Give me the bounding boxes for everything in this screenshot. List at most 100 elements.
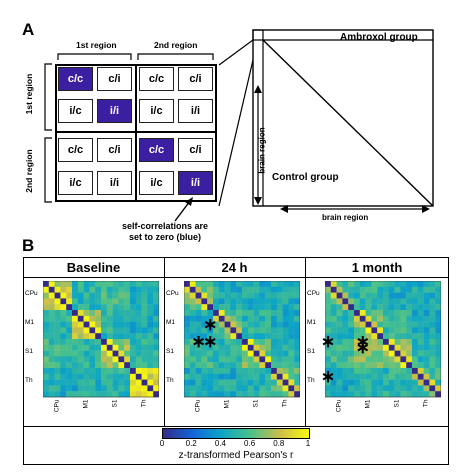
heatmap-cell: [130, 373, 136, 380]
heatmap-cell: [242, 333, 248, 340]
heatmap-cell: [218, 286, 225, 293]
heatmap-cell: [135, 310, 142, 316]
heatmap-cell: [236, 391, 243, 398]
heatmap-cell: [383, 286, 389, 293]
heatmap-cell: [213, 368, 219, 374]
heatmap-cell: [423, 321, 430, 328]
heatmap-cell: [417, 350, 424, 357]
heatmap-cell: [89, 333, 96, 340]
heatmap-cell: [377, 391, 384, 398]
significance-star: ∗: [191, 332, 206, 351]
heatmap-cell: [230, 391, 237, 398]
heatmap-cell: [259, 385, 266, 392]
heatmap-cell: [354, 356, 360, 363]
heatmap-cell: [112, 304, 119, 311]
heatmap-cell: [189, 391, 196, 398]
heatmap-cell: [207, 344, 214, 351]
heatmap-cell: [101, 391, 107, 398]
heatmap-cell: [417, 391, 424, 398]
heatmap-cell: [153, 327, 159, 334]
heatmap-cell: [184, 281, 190, 287]
heatmap-cell: [417, 344, 424, 351]
heatmap-cell: [406, 292, 413, 299]
heatmap-cell: [195, 315, 202, 322]
heatmap-cell: [247, 333, 254, 340]
heatmap-cell: [89, 298, 96, 305]
heatmap-cell: [153, 310, 159, 316]
heatmap-cell: [342, 339, 349, 345]
heatmap-cell: [265, 321, 272, 328]
heatmap-cell: [207, 304, 214, 311]
heatmap-cell: [224, 339, 231, 345]
heatmap-cell: [124, 327, 131, 334]
heatmap-cell: [112, 385, 119, 392]
heatmap-cell: [435, 339, 441, 345]
heatmap-cell: [207, 362, 214, 369]
heatmap-cell: [66, 304, 73, 311]
heatmap-cell: [242, 350, 248, 357]
significance-star: ∗: [355, 332, 370, 351]
heatmap-cell: [342, 385, 349, 392]
heatmap-cell: [247, 304, 254, 311]
heatmap-cell: [230, 379, 237, 386]
heatmap-cell: [141, 385, 148, 392]
heatmap-cell: [276, 310, 283, 316]
heatmap-cell: [406, 315, 413, 322]
heatmap-cell: [406, 321, 413, 328]
heatmap-cell: [101, 344, 107, 351]
heatmap-cell: [118, 298, 125, 305]
heatmap-cell: [435, 333, 441, 340]
heatmap-cell: [213, 286, 219, 293]
heatmap-cell: [383, 333, 389, 340]
heatmap-cell: [124, 310, 131, 316]
heatmap-cell: [377, 315, 384, 322]
heatmap-cell: [118, 344, 125, 351]
matrix-cell: i/c: [58, 99, 93, 123]
heatmap-cell: [359, 333, 366, 340]
heatmap-cell: [95, 373, 102, 380]
heatmap-cell: [60, 333, 67, 340]
heatmap-cell: [342, 292, 349, 299]
heatmap-cell: [89, 373, 96, 380]
heatmap-cell: [118, 327, 125, 334]
column-label: Th: [140, 399, 148, 408]
heatmap-cell: [259, 339, 266, 345]
heatmap-cell: [218, 315, 225, 322]
heatmap-cell: [365, 310, 372, 316]
heatmap-cell: [106, 286, 113, 293]
heatmap-cell: [224, 298, 231, 305]
heatmap-cell: [294, 362, 300, 369]
heatmap-cell: [77, 315, 84, 322]
heatmap-cell: [141, 315, 148, 322]
heatmap-cell: [265, 298, 272, 305]
heatmap-cell: [118, 339, 125, 345]
heatmap-cell: [236, 344, 243, 351]
heatmap-cell: [294, 385, 300, 392]
heatmap-cell: [118, 362, 125, 369]
heatmap-cell: [195, 321, 202, 328]
heatmap-cell: [141, 373, 148, 380]
heatmap-cell: [195, 327, 202, 334]
row-label: Th: [166, 376, 174, 384]
heatmap-cell: [83, 304, 90, 311]
heatmap-cell: [130, 315, 136, 322]
heatmap-cell: [423, 373, 430, 380]
heatmap-cell: [282, 298, 289, 305]
heatmap-cell: [354, 298, 360, 305]
heatmap-cell: [400, 379, 407, 386]
heatmap-cell: [325, 333, 331, 340]
heatmap-cell: [394, 281, 401, 287]
significance-star: ∗: [320, 332, 336, 351]
heatmap-cell: [230, 339, 237, 345]
heatmap-cell: [201, 292, 208, 299]
heatmap-cell: [348, 350, 355, 357]
heatmap-cell: [124, 315, 131, 322]
heatmap-cell: [325, 286, 331, 293]
heatmap-cell: [388, 379, 395, 386]
heatmap-cell: [72, 368, 78, 374]
matrix-frame: [55, 64, 217, 202]
heatmap-cell: [72, 281, 78, 287]
heatmap-cell: [371, 339, 378, 345]
heatmap-cell: [271, 327, 277, 334]
heatmap-cell: [276, 385, 283, 392]
